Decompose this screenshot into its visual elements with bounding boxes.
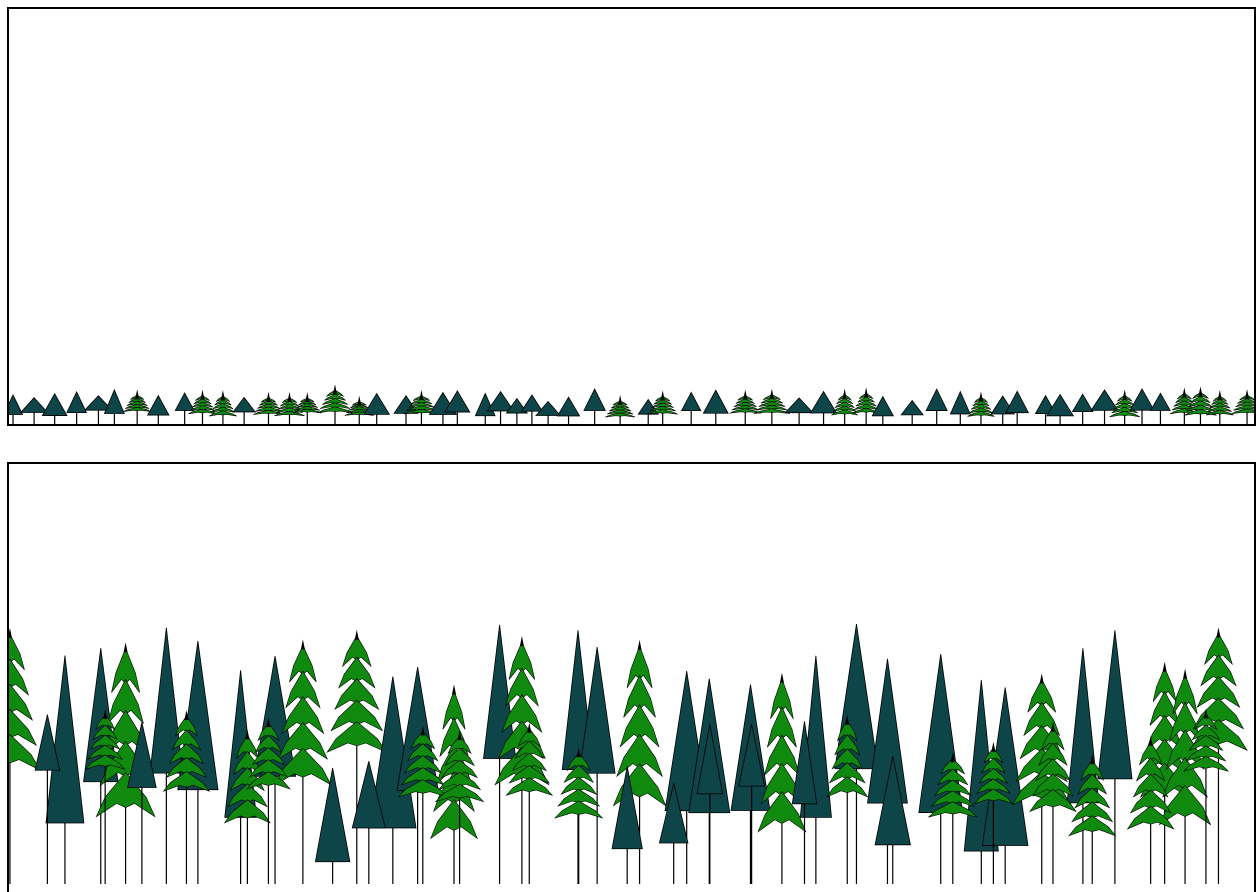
conifer-green — [1029, 721, 1077, 884]
seedling-green — [831, 388, 859, 424]
conifer-dark — [483, 624, 517, 884]
conifer-green — [1011, 673, 1072, 884]
conifer-dark — [1097, 630, 1133, 884]
seedling-dark — [871, 395, 895, 424]
seedling-dark — [900, 399, 924, 424]
seedling-green — [292, 392, 322, 424]
seedling-dark — [505, 397, 529, 424]
conifer-dark — [658, 783, 689, 884]
conifer-green — [274, 639, 332, 884]
conifer-dark — [696, 724, 724, 884]
conifer-green — [757, 672, 807, 884]
seedling-dark — [702, 389, 729, 424]
conifer-dark — [149, 627, 184, 884]
seedling-dark — [486, 390, 515, 424]
conifer-dark — [791, 721, 818, 884]
seedling-dark — [925, 388, 948, 424]
seedling-dark — [1005, 390, 1030, 424]
seedling-dark — [1149, 392, 1171, 424]
conifer-green — [397, 725, 449, 884]
conifer-green — [223, 729, 271, 884]
conifer-green — [1068, 754, 1117, 884]
conifer-dark — [738, 724, 766, 884]
seedling-green — [1206, 389, 1234, 424]
seedling-dark — [784, 397, 814, 424]
conifer-dark — [834, 623, 879, 884]
conifer-dark — [578, 646, 616, 884]
mature-stand-panel — [7, 462, 1256, 892]
seedling-dark — [809, 390, 838, 424]
conifer-dark — [314, 767, 351, 884]
conifer-dark — [127, 722, 157, 884]
seedling-green — [647, 390, 678, 424]
seedling-dark — [174, 392, 195, 424]
mature-stand-canvas — [9, 623, 1248, 884]
seedling-green — [209, 390, 237, 424]
seedling-dark — [1046, 393, 1075, 424]
early-stand-canvas — [9, 384, 1254, 424]
conifer-dark — [874, 756, 911, 884]
seedling-dark — [556, 396, 581, 424]
conifer-green — [245, 717, 291, 884]
seedling-dark — [1090, 389, 1119, 424]
seedling-green — [274, 391, 305, 424]
conifer-green — [973, 741, 1014, 884]
seedling-dark — [232, 396, 256, 424]
early-stand-panel — [7, 7, 1256, 426]
conifer-dark — [45, 655, 85, 884]
seedling-green — [253, 391, 284, 424]
seedling-green — [729, 389, 761, 424]
conifer-green — [434, 730, 485, 884]
seedling-dark — [680, 391, 702, 424]
conifer-green — [554, 747, 604, 884]
conifer-dark — [867, 658, 908, 884]
seedling-green — [188, 389, 217, 424]
conifer-green — [326, 629, 388, 884]
seedling-green — [1231, 389, 1254, 424]
conifer-dark — [351, 761, 386, 884]
conifer-green — [1158, 668, 1212, 884]
seedling-green — [605, 394, 636, 424]
seedling-green — [852, 387, 881, 424]
conifer-green — [1126, 735, 1175, 884]
conifer-dark — [611, 766, 643, 884]
seedling-dark — [520, 394, 544, 424]
seedling-dark — [41, 392, 68, 424]
seedling-green — [753, 388, 790, 424]
seedling-dark — [949, 390, 971, 424]
conifer-green — [826, 714, 869, 884]
seedling-dark — [103, 388, 125, 424]
conifer-dark — [34, 714, 61, 884]
seedling-green — [123, 389, 152, 424]
conifer-green — [9, 627, 41, 884]
seedling-dark — [146, 394, 170, 424]
conifer-green — [84, 708, 126, 884]
conifer-green — [162, 710, 211, 884]
seedling-dark — [9, 394, 24, 424]
seedling-green — [1184, 386, 1217, 424]
seedling-dark — [363, 392, 391, 424]
seedling-green — [317, 384, 353, 424]
seedling-dark — [83, 395, 114, 424]
seedling-dark — [1129, 388, 1155, 424]
seedling-dark — [66, 390, 88, 424]
seedling-dark — [1071, 393, 1094, 424]
seedling-dark — [444, 390, 471, 424]
seedling-green — [967, 391, 995, 424]
conifer-green — [505, 722, 554, 884]
seedling-dark — [583, 388, 606, 424]
seedling-dark — [19, 397, 49, 424]
conifer-green — [1183, 708, 1229, 884]
conifer-green — [928, 752, 978, 884]
seedling-dark — [535, 400, 562, 424]
